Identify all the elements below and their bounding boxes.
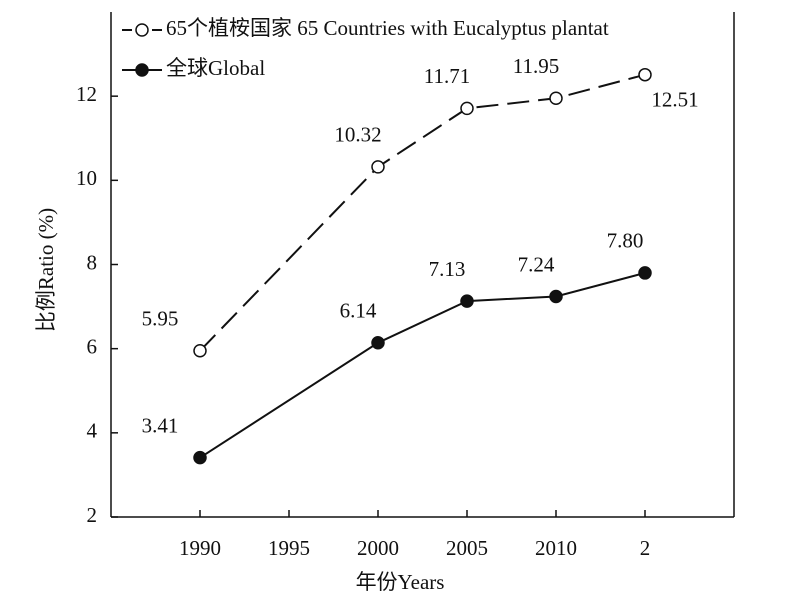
x-tick-label: 2005 xyxy=(446,536,488,560)
x-tick-label: 1995 xyxy=(268,536,310,560)
y-tick-label: 12 xyxy=(76,82,97,106)
y-tick-label: 6 xyxy=(87,334,98,358)
data-label: 6.14 xyxy=(340,299,377,323)
data-label: 11.95 xyxy=(513,54,559,78)
data-label: 3.41 xyxy=(142,413,179,437)
x-axis-label: 年份Years xyxy=(356,570,445,594)
x-tick-label: 2010 xyxy=(535,536,577,560)
point xyxy=(460,294,474,308)
x-tick-label: 1990 xyxy=(179,536,221,560)
y-tick-label: 2 xyxy=(87,503,98,527)
legend-marker xyxy=(135,63,149,77)
data-label: 11.71 xyxy=(424,64,470,88)
point xyxy=(371,336,385,350)
point xyxy=(549,289,563,304)
line-series xyxy=(199,73,646,352)
y-axis-label: 比例Ratio (%) xyxy=(34,208,58,332)
point xyxy=(549,91,563,106)
data-label: 7.24 xyxy=(518,252,555,276)
point xyxy=(371,160,385,174)
data-label: 5.95 xyxy=(142,307,179,331)
legend-label: 65个植桉国家 65 Countries with Eucalyptus pla… xyxy=(166,16,609,40)
point xyxy=(638,266,652,280)
data-label: 7.13 xyxy=(429,257,466,281)
x-tick-label: 2000 xyxy=(357,536,399,560)
point xyxy=(638,67,652,82)
data-label: 12.51 xyxy=(651,88,698,112)
point xyxy=(193,344,207,358)
y-tick-label: 8 xyxy=(87,250,98,274)
x-tick-label: 2 xyxy=(640,536,651,560)
legend-label: 全球Global xyxy=(166,56,265,80)
y-tick-label: 10 xyxy=(76,166,97,190)
line-series xyxy=(199,271,646,459)
point xyxy=(460,101,474,116)
legend-marker xyxy=(135,23,149,37)
data-label: 7.80 xyxy=(607,229,644,253)
point xyxy=(193,450,207,465)
y-tick-label: 4 xyxy=(87,419,98,443)
data-label: 10.32 xyxy=(334,123,381,147)
